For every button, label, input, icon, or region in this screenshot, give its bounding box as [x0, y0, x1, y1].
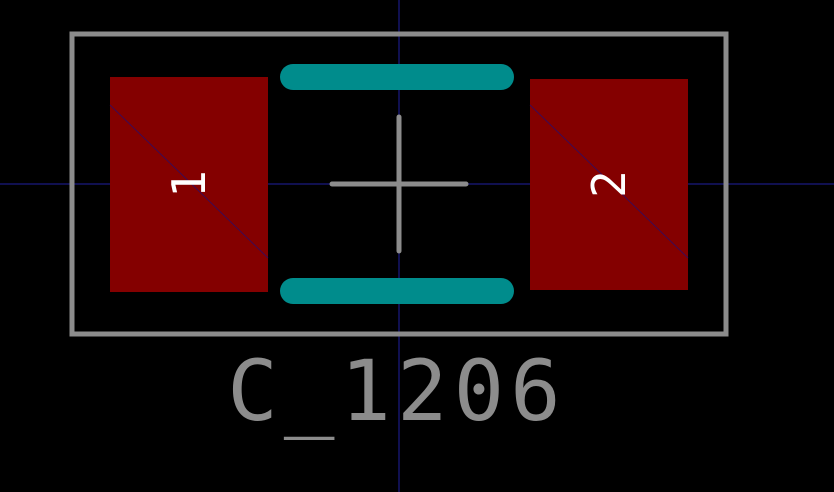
pad-2[interactable]: 2 — [529, 79, 689, 290]
anchor-crosshair-icon — [329, 114, 469, 254]
pad-2-number: 2 — [582, 170, 636, 198]
pad-2-copper — [530, 79, 688, 290]
reference-label: C_1206 — [227, 342, 566, 440]
pad-2-hatch-line — [529, 104, 689, 259]
pad-1-hatch-line — [109, 104, 269, 259]
pad-1[interactable]: 1 — [109, 77, 269, 292]
pad-1-number: 1 — [162, 170, 216, 198]
pad-1-copper — [110, 77, 268, 292]
courtyard-outline — [69, 31, 729, 337]
